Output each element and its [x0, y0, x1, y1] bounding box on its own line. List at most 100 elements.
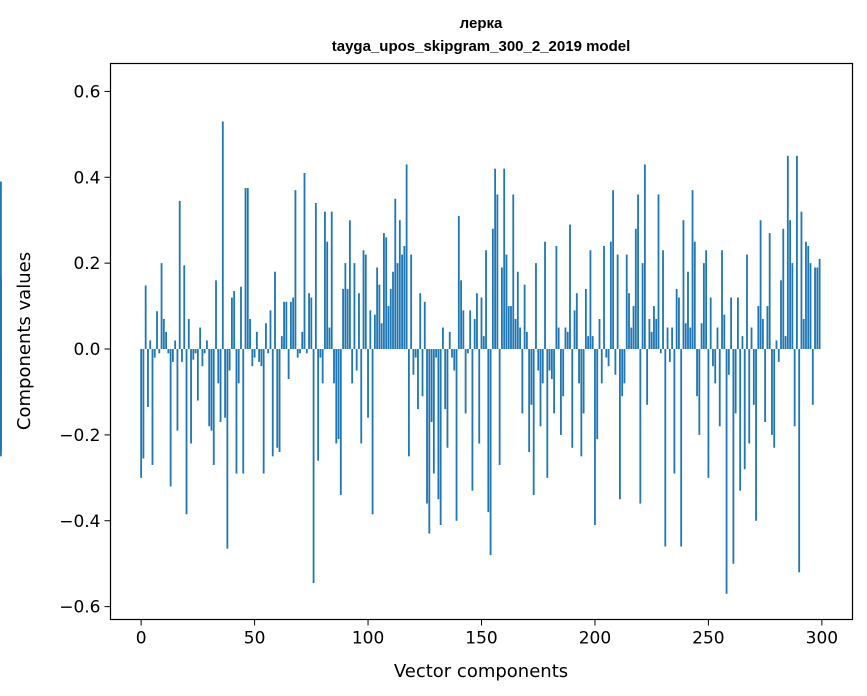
bar — [396, 263, 399, 350]
bar — [269, 310, 272, 350]
bar — [301, 331, 304, 350]
y-tick-label: 0.4 — [73, 168, 100, 188]
x-axis-label: Vector components — [394, 661, 568, 682]
bar — [389, 288, 392, 350]
bar — [260, 349, 263, 367]
bar — [178, 200, 181, 350]
bar — [0, 349, 2, 354]
bar — [149, 340, 152, 350]
bar — [532, 349, 535, 495]
bar — [795, 155, 798, 350]
bar — [348, 220, 351, 350]
bar — [625, 254, 628, 350]
bar — [158, 349, 161, 354]
bar — [183, 265, 186, 350]
bar — [255, 331, 258, 350]
bar — [612, 190, 615, 350]
bar — [764, 349, 767, 423]
bar — [555, 245, 558, 350]
bar — [258, 349, 261, 362]
bar — [0, 306, 2, 350]
bar — [675, 288, 678, 350]
bar — [244, 188, 247, 350]
bar — [215, 280, 217, 350]
bar — [564, 327, 567, 350]
bar — [226, 349, 229, 549]
bar — [491, 228, 494, 350]
bar — [630, 327, 633, 350]
bar — [208, 349, 211, 427]
bar — [471, 349, 474, 491]
bar — [451, 349, 453, 358]
bar — [335, 349, 338, 444]
bar — [0, 181, 2, 350]
bar — [521, 349, 524, 414]
bar — [380, 323, 383, 350]
bar — [510, 306, 512, 350]
bar — [637, 194, 639, 350]
bar — [165, 331, 168, 350]
bar — [680, 349, 683, 547]
bar — [557, 327, 560, 350]
bar — [360, 349, 363, 444]
bar — [405, 164, 408, 350]
bar — [478, 349, 481, 444]
bar — [194, 349, 197, 354]
bar — [444, 349, 447, 410]
bar — [741, 336, 744, 350]
bar — [646, 349, 649, 405]
bar — [442, 327, 444, 350]
bar — [199, 327, 202, 350]
bar — [759, 220, 762, 350]
bar — [523, 284, 526, 350]
bar — [171, 349, 174, 362]
bar — [734, 349, 737, 414]
bar — [246, 188, 249, 350]
y-tick-label: 0.0 — [73, 340, 100, 360]
bar — [437, 349, 440, 500]
bar — [153, 349, 156, 358]
bar — [678, 297, 680, 350]
bar — [392, 271, 394, 350]
bar — [364, 254, 367, 350]
bar — [528, 349, 531, 453]
bar — [771, 349, 773, 435]
bar — [476, 293, 478, 350]
bar — [653, 306, 655, 350]
bar — [584, 288, 587, 350]
bar — [147, 349, 149, 407]
x-tick-label: 50 — [244, 629, 266, 649]
bar — [353, 263, 356, 350]
bar — [689, 327, 692, 350]
bar — [784, 336, 787, 350]
bar — [185, 349, 188, 515]
bar — [435, 349, 438, 358]
bar — [169, 349, 172, 487]
bar — [346, 288, 349, 350]
bar — [550, 349, 553, 380]
bar — [432, 349, 435, 474]
bar — [507, 306, 510, 350]
bar — [691, 190, 694, 350]
bar — [786, 155, 789, 350]
bar — [160, 263, 163, 350]
bar — [385, 237, 388, 350]
bar — [671, 327, 674, 350]
bar — [469, 310, 472, 350]
bar — [580, 349, 583, 457]
bar — [548, 349, 551, 371]
bar — [464, 349, 467, 414]
bar — [516, 271, 519, 350]
bar — [575, 293, 578, 350]
bar — [358, 293, 360, 350]
bar — [330, 211, 333, 350]
bar — [757, 306, 760, 350]
bar — [634, 228, 637, 350]
y-tick-label: 0.6 — [73, 82, 100, 102]
bar — [503, 168, 506, 350]
bar — [460, 280, 462, 350]
bar — [333, 349, 335, 384]
bar — [487, 349, 490, 513]
bar — [378, 284, 381, 350]
